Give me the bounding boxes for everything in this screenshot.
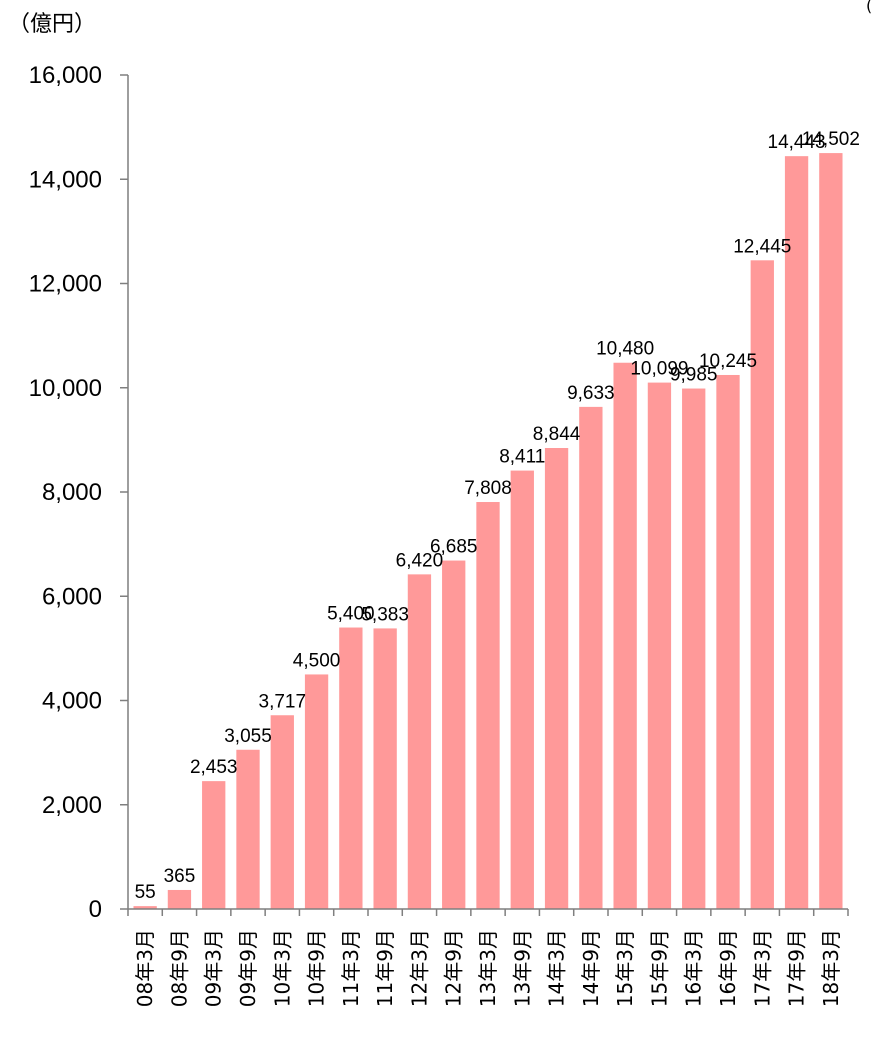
x-tick-label: 17年3月: [750, 929, 774, 1007]
y-tick-label: 12,000: [29, 271, 102, 298]
bar: [613, 362, 637, 910]
data-label: 5,400: [327, 604, 375, 625]
x-tick-label: 16年3月: [682, 929, 706, 1007]
x-tick-label: 18年3月: [819, 929, 843, 1007]
x-tick-label: 10年9月: [305, 929, 329, 1007]
data-label: 3,717: [259, 691, 307, 712]
data-label: 4,500: [293, 650, 341, 671]
bar: [819, 153, 843, 909]
x-tick-label: 17年9月: [785, 929, 809, 1007]
x-tick-label: 14年3月: [545, 929, 569, 1007]
data-label: 8,844: [533, 424, 581, 445]
data-label: 14,502: [802, 129, 860, 150]
data-label: 3,055: [224, 726, 272, 747]
bar: [133, 906, 157, 909]
x-tick-label: 09年3月: [202, 929, 226, 1007]
bar: [442, 560, 466, 909]
bar: [682, 388, 706, 909]
bar: [716, 374, 740, 909]
y-tick-label: 0: [89, 896, 102, 923]
bar: [373, 628, 397, 909]
bar: [167, 889, 192, 909]
y-tick-label: 10,000: [29, 375, 102, 402]
y-axis-ticks: 0 2,000 4,000 6,000 8,000 10,000 12,000 14,000 1…: [29, 62, 129, 923]
bar: [407, 574, 432, 909]
bar: [270, 715, 294, 909]
x-axis: 08年3月 08年9月 09年3月 09年9月 10年3月 10年9月 11年3月 11年9月…: [127, 908, 849, 1007]
x-tick-label: 12年3月: [407, 929, 431, 1007]
bar: [236, 749, 260, 909]
bar: [579, 406, 603, 909]
data-label: 10,480: [596, 339, 654, 360]
data-label: 55: [135, 882, 156, 903]
data-label: 10,245: [699, 351, 757, 372]
data-label: 5,383: [361, 604, 409, 625]
bar: [784, 156, 809, 909]
bar: [544, 448, 569, 909]
data-label: 6,685: [430, 537, 478, 558]
bar: [647, 382, 672, 910]
data-label: 2,453: [190, 757, 238, 778]
bar: [339, 627, 363, 909]
corner-mark: (: [866, 0, 873, 15]
data-label: 14,443: [768, 132, 826, 153]
data-label: 7,808: [464, 478, 512, 499]
y-tick-label: 14,000: [29, 166, 102, 193]
x-tick-label: 09年9月: [236, 929, 260, 1007]
x-tick-label: 16年9月: [716, 929, 740, 1007]
x-tick-label: 13年3月: [476, 929, 500, 1007]
y-axis-unit-label: （億円）: [8, 12, 97, 37]
x-tick-label: 08年3月: [133, 929, 157, 1007]
data-label: 9,985: [670, 365, 718, 386]
data-label: 10,099: [630, 359, 688, 380]
bar: [202, 781, 226, 909]
x-tick-label: 15年9月: [647, 929, 671, 1007]
x-tick-label: 12年9月: [442, 929, 466, 1007]
bars: [133, 153, 843, 910]
y-tick-label: 4,000: [42, 688, 102, 715]
data-label: 12,445: [733, 236, 791, 257]
y-tick-label: 8,000: [42, 479, 102, 506]
x-tick-label: 11年9月: [373, 929, 397, 1007]
data-label: 9,633: [567, 383, 615, 404]
bar: [510, 470, 534, 909]
data-label: 8,411: [499, 447, 545, 468]
y-tick-label: 16,000: [29, 62, 102, 89]
x-tick-label: 10年3月: [270, 929, 294, 1007]
x-tick-label: 13年9月: [510, 929, 534, 1007]
y-tick-label: 2,000: [42, 792, 102, 819]
bar: [750, 260, 774, 909]
x-tick-label: 15年3月: [613, 929, 637, 1007]
bar: [304, 674, 329, 909]
x-tick-label: 14年9月: [579, 929, 603, 1007]
x-tick-label: 11年3月: [339, 929, 363, 1007]
bar: [476, 502, 500, 909]
data-label: 365: [164, 866, 196, 887]
data-label: 6,420: [396, 550, 444, 571]
x-tick-label: 08年9月: [167, 929, 191, 1007]
y-tick-label: 6,000: [42, 583, 102, 610]
